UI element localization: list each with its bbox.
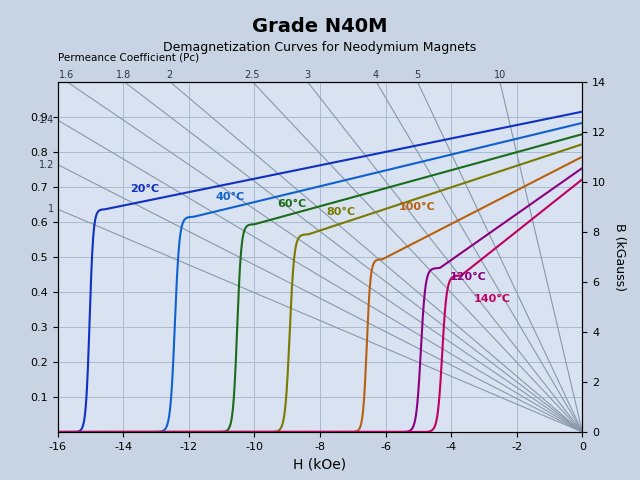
Text: 1.8: 1.8 xyxy=(116,70,132,80)
Text: 4: 4 xyxy=(373,70,379,80)
X-axis label: H (kOe): H (kOe) xyxy=(293,457,347,471)
Text: 5: 5 xyxy=(414,70,420,80)
Text: Permeance Coefficient (Pc): Permeance Coefficient (Pc) xyxy=(58,52,199,62)
Text: 100°C: 100°C xyxy=(399,202,435,212)
Text: Demagnetization Curves for Neodymium Magnets: Demagnetization Curves for Neodymium Mag… xyxy=(163,41,477,54)
Text: 120°C: 120°C xyxy=(449,272,486,282)
Text: 140°C: 140°C xyxy=(474,294,511,304)
Text: 40°C: 40°C xyxy=(215,192,244,202)
Text: 2: 2 xyxy=(166,70,173,80)
Y-axis label: B (kGauss): B (kGauss) xyxy=(612,223,626,291)
Text: 80°C: 80°C xyxy=(326,207,356,217)
Text: 20°C: 20°C xyxy=(130,184,159,194)
Text: 10: 10 xyxy=(493,70,506,80)
Text: 1.4: 1.4 xyxy=(39,115,54,125)
Text: 1.6: 1.6 xyxy=(59,70,74,80)
Text: 1.2: 1.2 xyxy=(39,159,54,169)
Text: Grade N40M: Grade N40M xyxy=(252,17,388,36)
Text: 3: 3 xyxy=(304,70,310,80)
Text: 60°C: 60°C xyxy=(277,199,307,209)
Text: 2.5: 2.5 xyxy=(244,70,260,80)
Text: 1: 1 xyxy=(48,204,54,214)
